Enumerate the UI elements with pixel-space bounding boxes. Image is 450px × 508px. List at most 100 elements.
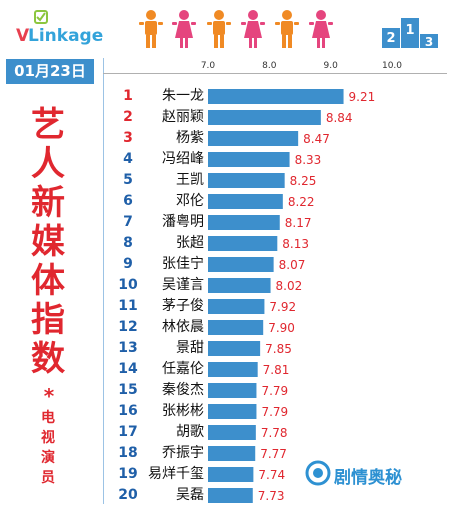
value-label: 7.79 [261, 405, 288, 419]
side-title-char: 新 [31, 183, 65, 223]
name-label: 张佳宁 [162, 255, 204, 272]
bar [208, 152, 290, 167]
rank-label: 4 [123, 151, 133, 167]
vlinkage-logo-icon [34, 10, 48, 24]
person-icon [207, 10, 231, 48]
bar [208, 362, 258, 377]
bar [208, 257, 274, 272]
bar [208, 467, 254, 482]
name-label: 茅子俊 [162, 298, 204, 314]
side-title: 艺 人 新 媒 体 指 数 [22, 106, 74, 379]
value-label: 7.92 [269, 300, 296, 314]
name-label: 王凯 [176, 172, 204, 188]
name-label: 潘粤明 [162, 214, 204, 230]
value-label: 8.13 [282, 237, 309, 251]
bar [208, 236, 278, 251]
bar [208, 320, 264, 335]
value-label: 7.81 [263, 363, 290, 377]
rank-label: 20 [118, 487, 138, 503]
name-label: 胡歌 [176, 424, 204, 440]
rank-label: 3 [123, 130, 133, 146]
x-tick-label: 7.0 [201, 61, 216, 71]
person-icon [241, 10, 265, 48]
side-title-char: 指 [31, 300, 65, 340]
rank-label: 15 [118, 382, 137, 398]
value-label: 8.25 [290, 174, 317, 188]
name-label: 易烊千玺 [148, 466, 204, 482]
rank-label: 7 [123, 214, 133, 230]
svg-text:2: 2 [386, 31, 395, 46]
rank-label: 2 [123, 109, 133, 125]
side-subtitle-char: 视 [41, 430, 55, 446]
value-label: 7.90 [268, 321, 295, 335]
rank-label: 5 [123, 172, 133, 188]
side-title-char: 体 [31, 261, 65, 301]
value-label: 8.22 [288, 195, 315, 209]
bar [208, 89, 344, 104]
person-icon [275, 10, 299, 48]
bar [208, 110, 321, 125]
brand-logo-v: V [16, 26, 30, 46]
rank-label: 17 [118, 424, 137, 440]
value-label: 7.74 [258, 468, 285, 482]
watermark-text: 剧情奥秘 [334, 468, 402, 488]
rank-label: 12 [118, 319, 137, 335]
side-title-dot: * [43, 384, 55, 408]
name-label: 赵丽颖 [162, 109, 204, 125]
brand-logo-text: Linkage [28, 26, 104, 46]
name-label: 林依晨 [162, 319, 204, 335]
rank-label: 13 [118, 340, 137, 356]
rank-label: 16 [118, 403, 137, 419]
value-label: 8.84 [326, 111, 353, 125]
side-subtitle: 电 视 演 员 [33, 408, 63, 488]
name-label: 吴谨言 [162, 277, 204, 293]
bar [208, 383, 257, 398]
side-title-char: 艺 [31, 105, 65, 145]
name-label: 冯绍峰 [162, 151, 204, 167]
name-label: 秦俊杰 [162, 382, 204, 398]
rank-label: 18 [118, 445, 137, 461]
bar [208, 278, 271, 293]
date-label: 01月23日 [6, 59, 94, 84]
name-label: 张超 [176, 235, 204, 251]
person-icon [172, 10, 196, 48]
axis-line [103, 73, 447, 74]
x-tick-label: 8.0 [262, 61, 277, 71]
bar [208, 488, 253, 503]
name-label: 任嘉伦 [162, 361, 204, 377]
bar [208, 404, 257, 419]
name-label: 乔振宇 [162, 445, 204, 461]
name-label: 张彬彬 [162, 403, 204, 419]
value-label: 7.78 [261, 426, 288, 440]
bar [208, 194, 283, 209]
value-label: 7.85 [265, 342, 292, 356]
rank-label: 11 [118, 298, 137, 314]
value-label: 8.07 [279, 258, 306, 272]
bar [208, 173, 285, 188]
value-label: 8.33 [295, 153, 322, 167]
person-icon [309, 10, 333, 48]
rank-label: 6 [123, 193, 133, 209]
value-label: 8.02 [276, 279, 303, 293]
bar [208, 341, 261, 356]
value-label: 7.73 [258, 489, 285, 503]
panel-divider [103, 58, 104, 504]
value-label: 8.47 [303, 132, 330, 146]
value-label: 7.77 [260, 447, 287, 461]
side-title-char: 数 [31, 339, 65, 379]
rank-label: 8 [123, 235, 133, 251]
name-label: 杨紫 [176, 130, 204, 146]
rank-label: 9 [123, 256, 133, 272]
svg-text:1: 1 [405, 23, 414, 38]
side-subtitle-char: 员 [41, 470, 55, 486]
side-title-char: 人 [31, 144, 65, 184]
bar [208, 215, 280, 230]
name-label: 邓伦 [176, 193, 204, 209]
bar [208, 131, 299, 146]
svg-text:3: 3 [425, 35, 433, 49]
x-tick-label: 9.0 [324, 61, 339, 71]
bar [208, 446, 256, 461]
name-label: 朱一龙 [162, 88, 204, 104]
name-label: 景甜 [176, 340, 204, 356]
